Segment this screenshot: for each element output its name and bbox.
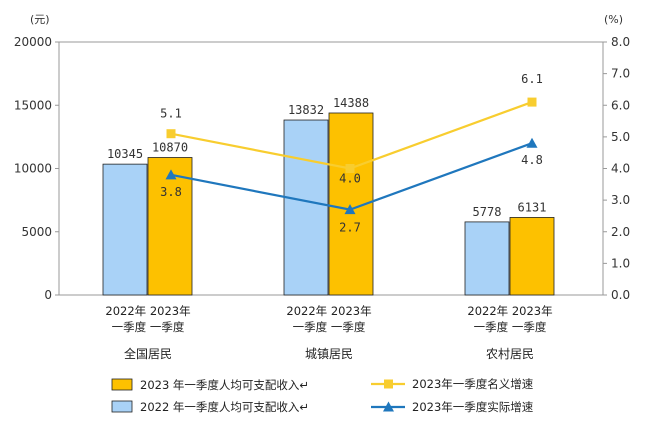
bar [147, 157, 193, 296]
line-marker-square [166, 129, 176, 139]
right-tick-label: 5.0 [611, 130, 630, 144]
line-data-label: 2.7 [339, 221, 361, 235]
category-label: 全国居民 [124, 346, 172, 361]
bar-data-label: 14388 [333, 96, 369, 110]
right-tick-label: 1.0 [611, 256, 630, 270]
category-year-labels: 2022年 2023年 [286, 304, 371, 318]
bar [509, 217, 555, 296]
category-label: 农村居民 [486, 347, 534, 361]
category-quarter-labels: 一季度 一季度 [112, 320, 185, 334]
left-tick-label: 0 [44, 288, 52, 302]
category-quarter-labels: 一季度 一季度 [474, 320, 547, 334]
category-year-labels: 2022年 2023年 [467, 304, 552, 318]
right-tick-label: 0.0 [611, 288, 630, 302]
line-marker-triangle [165, 169, 177, 180]
bar [464, 221, 510, 296]
bar-data-label: 10345 [107, 147, 143, 161]
category-year-labels: 2022年 2023年 [105, 304, 190, 318]
line-data-label: 6.1 [521, 72, 543, 86]
line-data-label: 3.8 [160, 185, 182, 199]
left-tick-label: 10000 [14, 162, 52, 176]
right-axis-unit: (%) [604, 13, 623, 26]
right-tick-label: 3.0 [611, 193, 630, 207]
category-quarter-labels: 一季度 一季度 [293, 320, 366, 334]
line-data-label: 5.1 [160, 107, 182, 121]
right-tick-label: 8.0 [611, 35, 630, 49]
legend-line-label: 2023年一季度名义增速 [412, 377, 534, 391]
left-tick-label: 20000 [14, 35, 52, 49]
line-marker-triangle [526, 137, 538, 148]
right-tick-label: 7.0 [611, 67, 630, 81]
category-label: 城镇居民 [305, 347, 353, 361]
bar [102, 163, 148, 296]
right-tick-label: 6.0 [611, 98, 630, 112]
line-marker-square [527, 97, 537, 107]
left-tick-label: 15000 [14, 98, 52, 112]
bar [283, 119, 329, 296]
line-marker-square [345, 164, 355, 173]
bar-data-label: 13832 [288, 103, 324, 117]
left-axis-unit: (元) [30, 13, 50, 26]
legend-bar-label: 2023 年一季度人均可支配收入↵ [140, 378, 309, 392]
legend-bar-swatch [111, 400, 133, 413]
line-marker-triangle [344, 204, 356, 215]
legend-line-label: 2023年一季度实际增速 [412, 400, 534, 414]
legend-marker-square [384, 379, 393, 389]
legend-bar-label: 2022 年一季度人均可支配收入↵ [140, 400, 309, 414]
legend-marker-triangle [383, 401, 394, 412]
right-tick-label: 2.0 [611, 225, 630, 239]
line-data-label: 4.0 [339, 172, 361, 186]
legend-bar-swatch [111, 378, 133, 391]
bar-data-label: 10870 [152, 140, 188, 154]
line-data-label: 4.8 [521, 153, 543, 167]
left-tick-label: 5000 [21, 225, 52, 239]
bar-data-label: 6131 [518, 200, 547, 214]
bar-data-label: 5778 [473, 205, 502, 219]
bar [328, 112, 374, 296]
right-tick-label: 4.0 [611, 162, 630, 176]
